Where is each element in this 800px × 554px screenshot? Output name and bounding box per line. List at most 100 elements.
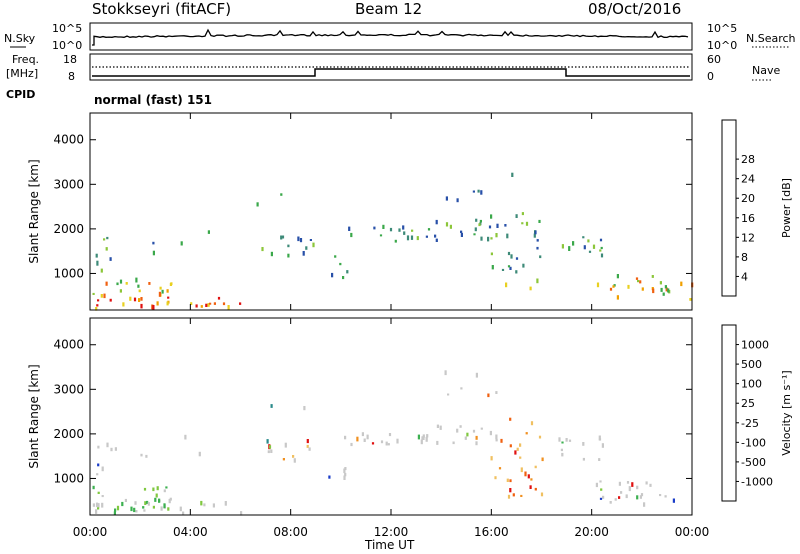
scatter-cell [639,280,642,284]
scatter-cell [536,239,539,242]
scatter-cell [124,498,127,502]
scatter-cell [97,503,100,508]
scatter-cell [466,432,469,437]
scatter-cell [328,475,331,479]
scatter-cell [350,442,353,447]
scatter-cell [163,503,166,509]
scatter-cell [143,509,146,512]
scatter-cell [498,467,502,470]
scatter-cell [156,486,159,491]
scatter-cell [534,230,537,235]
scatter-cell [475,441,478,446]
scatter-cell [200,500,203,506]
freq-strip: Freq. [MHz] 18 8 60 0 Nave CPID normal (… [6,53,780,107]
scatter-cell [444,370,447,376]
x-tick-label: 00:00 [73,525,108,539]
scatter-cell [293,458,296,463]
scatter-cell [660,287,663,292]
scatter-cell [625,494,628,499]
scatter-cell [363,438,366,442]
scatter-cell [587,239,590,243]
nave-tick-bottom: 0 [707,70,714,83]
scatter-cell [268,445,272,449]
y-tick-label: 2000 [53,427,84,441]
scatter-cell [536,278,539,284]
scatter-cell [297,236,300,242]
scatter-cell [152,241,155,245]
scatter-cell [182,511,185,515]
scatter-cell [664,285,667,289]
nsearch-tick-bottom: 10^0 [707,39,737,52]
scatter-cell [119,279,123,284]
scatter-cell [266,439,269,444]
scatter-cell [373,226,376,230]
scatter-cell [495,391,498,394]
scatter-cell [256,202,259,207]
scatter-cell [299,238,303,243]
scatter-cell [583,245,586,250]
scatter-cell [491,265,494,270]
scatter-cell [538,435,542,439]
scatter-cell [267,450,270,454]
scatter-cell [130,506,133,512]
scatter-cell [280,235,283,240]
scatter-cell [529,485,532,489]
scatter-cell [152,305,155,310]
scatter-cell [509,479,512,483]
nave-tick-top: 60 [707,53,721,66]
scatter-cell [631,482,634,487]
scatter-cell [533,233,536,238]
scatter-cell [184,434,187,440]
scatter-cell [505,282,508,288]
scatter-cell [109,298,112,302]
scatter-cell [114,508,117,512]
scatter-cell [306,444,309,448]
scatter-cell [636,485,639,490]
y-axis-title: Slant Range [km] [27,159,41,263]
scatter-cell [659,281,662,285]
scatter-cell [129,296,132,301]
scatter-cell [348,226,351,231]
scatter-cell [460,387,463,390]
scatter-cell [536,246,539,250]
scatter-cell [652,288,655,294]
scatter-cell [179,506,182,512]
power-panel: 1000 2000 3000 4000 Slant Range [km] 4 8 12 16 20… [27,112,793,311]
scatter-cell [541,457,544,462]
scatter-cell [464,436,467,440]
scatter-cell [501,268,505,271]
scatter-cell [134,501,137,505]
nave-series [92,68,690,77]
colorbar-tick-label: 100 [741,378,762,391]
scatter-cell [521,222,524,225]
scatter-cell [92,503,95,507]
scatter-cell [599,249,602,252]
y-tick-label: 4000 [53,133,84,147]
scatter-cell [540,492,544,497]
scatter-cell [356,436,359,442]
time-axis: 00:00 04:00 08:00 12:00 16:00 20:00 00:00 [73,525,710,539]
scatter-cell [495,233,498,238]
panel-frame [89,112,693,311]
colorbar-label: Velocity [m s⁻¹] [780,370,793,455]
scatter-cell [600,488,603,491]
scatter-cell [616,295,619,300]
scatter-cell [385,441,388,446]
scatter-cell [680,281,683,287]
scatter-cell [460,232,463,237]
scatter-cell [512,493,515,497]
scatter-cell [561,441,564,444]
xaxis-title: Time UT [364,538,415,552]
nsky-strip: N.Sky 10^5 10^0 10^5 10^0 N.Search [4,22,796,52]
scatter-cell [504,224,507,227]
scatter-cell [568,246,571,251]
scatter-cell [344,467,347,471]
scatter-cell [522,263,525,268]
scatter-cell [527,474,530,479]
scatter-cell [346,270,349,274]
scatter-cell [628,486,631,492]
scatter-cell [609,501,612,504]
scatter-cell [640,493,644,497]
scatter-cell [664,495,667,498]
